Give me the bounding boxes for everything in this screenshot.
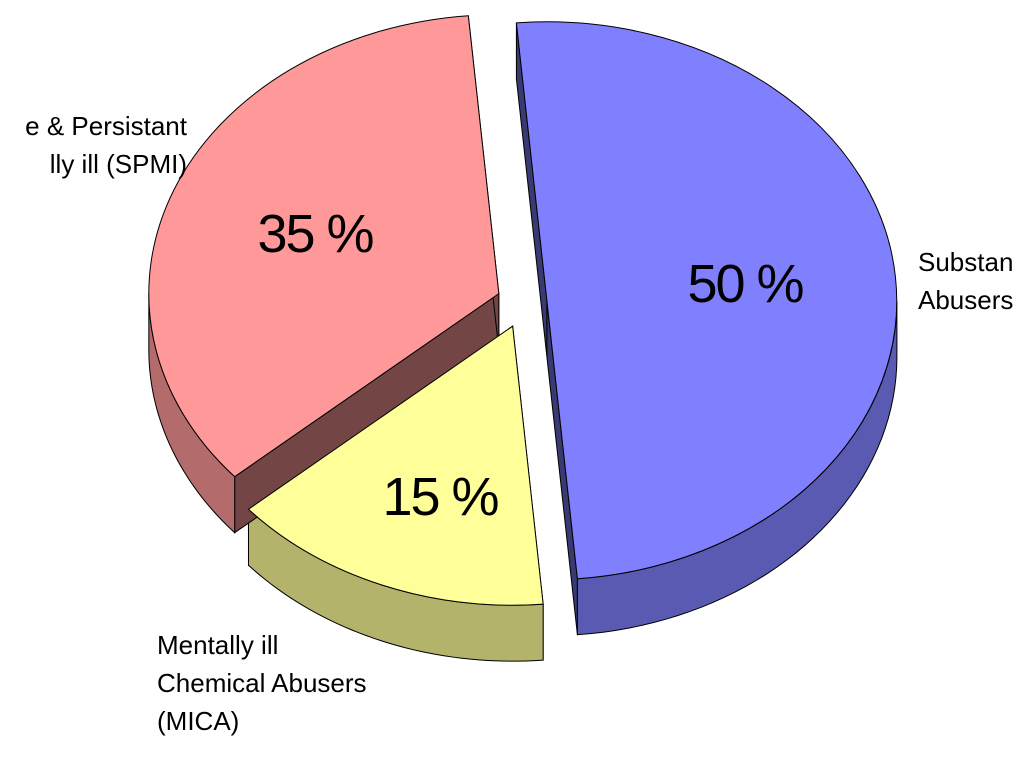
slice (247, 325, 544, 606)
category-label: lly ill (SPMI) (50, 149, 187, 179)
value-label: 50 % (687, 254, 803, 314)
value-label: 15 % (382, 467, 498, 527)
slice (515, 21, 897, 580)
category-label: Substan (918, 247, 1013, 277)
pie-tops (148, 15, 897, 606)
category-label: Mentally ill (157, 630, 278, 660)
labels: 50 % Substan Abusers 15 % Mentally ill Chemic… (25, 111, 1013, 736)
category-label: Chemical Abusers (157, 668, 367, 698)
slice (148, 15, 500, 478)
category-label: (MICA) (157, 706, 239, 736)
value-label: 35 % (257, 204, 373, 264)
category-label: e & Persistant (25, 111, 188, 141)
category-label: Abusers (918, 285, 1013, 315)
